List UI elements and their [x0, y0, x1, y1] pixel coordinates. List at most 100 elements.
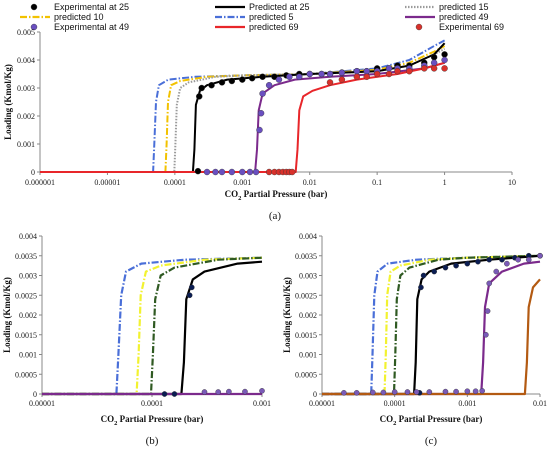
data-point	[363, 67, 370, 75]
y-tick-label: 0.001	[299, 351, 317, 360]
data-point	[286, 73, 293, 81]
x-axis-title: CO2 Partial Pressure (bar)	[225, 189, 328, 202]
legend-label: Predicted at 25	[249, 2, 310, 12]
data-point	[228, 77, 236, 85]
series-line	[322, 254, 541, 396]
data-point	[441, 65, 448, 72]
y-tick-label: 0.005	[17, 28, 35, 37]
series-line	[322, 254, 541, 396]
data-point	[252, 168, 260, 176]
data-point	[525, 256, 532, 263]
data-point	[391, 389, 398, 395]
series-line	[322, 278, 541, 396]
x-tick-label: 0.00001	[309, 399, 335, 408]
data-point	[404, 389, 411, 395]
data-point	[475, 258, 481, 265]
data-point	[259, 388, 265, 394]
series-line	[322, 254, 541, 396]
panel-label: (a)	[269, 210, 282, 222]
data-point	[484, 308, 491, 314]
data-point	[226, 388, 232, 395]
legend-marker	[415, 23, 423, 31]
panel-label: (b)	[146, 435, 159, 447]
data-point	[493, 268, 500, 275]
x-tick-label: 0.0001	[164, 178, 186, 187]
data-point	[239, 76, 246, 83]
chart-panel-b: 0 0.0005 0.001 0.0015 0.002 0.0025 0.003 0.0035…	[2, 232, 271, 447]
series-line	[322, 260, 541, 396]
data-point	[418, 284, 424, 291]
series-line	[42, 256, 263, 396]
data-point	[246, 168, 254, 176]
x-tick-label: 0.000001	[25, 178, 55, 187]
x-tick-label: 0.001	[253, 399, 271, 408]
y-tick-label: 0.001	[19, 351, 37, 360]
series-line	[322, 254, 541, 396]
data-point	[318, 70, 325, 78]
data-point	[353, 390, 360, 396]
y-tick-label: 0.0015	[295, 331, 317, 340]
data-point	[453, 262, 459, 269]
x-tick-label: 0.00001	[29, 399, 55, 408]
data-point	[430, 65, 438, 72]
series-line	[40, 42, 446, 173]
legend-label: predicted 10	[54, 12, 104, 22]
data-point	[265, 81, 273, 89]
legend-label: predicted 49	[439, 12, 489, 22]
data-point	[218, 168, 226, 176]
data-point	[296, 73, 303, 81]
y-axis-title: Loading (Kmol/Kg)	[282, 277, 292, 353]
y-tick-label: 0.003	[19, 272, 37, 281]
y-axis-title: Loading (Kmol/Kg)	[3, 64, 13, 140]
x-tick-label: 0.00001	[94, 178, 120, 187]
data-point	[483, 331, 489, 338]
legend-label: predicted 69	[249, 22, 299, 32]
data-point	[373, 70, 381, 78]
data-point	[161, 391, 168, 397]
data-point	[306, 70, 313, 78]
data-point	[406, 67, 413, 75]
series-line	[42, 256, 263, 396]
data-point	[259, 73, 266, 81]
y-tick-label: 0.004	[17, 56, 35, 65]
data-point	[198, 84, 205, 92]
y-tick-label: 0.0035	[15, 252, 37, 261]
data-point	[515, 256, 521, 263]
data-point	[472, 388, 479, 395]
y-tick-label: 0.0015	[15, 331, 37, 340]
data-point	[363, 73, 370, 81]
series-line	[40, 61, 445, 173]
data-point	[394, 67, 401, 75]
panel-label: (c)	[425, 435, 438, 447]
y-tick-label: 0	[31, 168, 35, 177]
data-point	[242, 388, 248, 395]
data-point	[504, 260, 510, 267]
x-tick-label: 1	[443, 178, 447, 187]
data-point	[464, 260, 471, 267]
y-tick-label: 0.0035	[295, 252, 317, 261]
data-point	[248, 74, 256, 82]
data-point	[326, 70, 334, 78]
x-tick-label: 0.1	[372, 178, 382, 187]
y-tick-label: 0.002	[17, 112, 35, 121]
y-tick-label: 0.002	[299, 311, 317, 320]
data-point	[380, 389, 387, 396]
data-point	[442, 388, 449, 395]
y-tick-label: 0.004	[19, 232, 37, 241]
data-point	[326, 79, 334, 86]
data-point	[537, 252, 543, 259]
data-point	[442, 264, 449, 271]
data-point	[196, 93, 203, 100]
data-point	[239, 168, 246, 176]
data-point	[188, 284, 195, 291]
data-point	[479, 388, 485, 394]
legend-label: Experimental 69	[439, 22, 504, 32]
series-line	[40, 45, 446, 173]
y-tick-label: 0.003	[17, 84, 35, 93]
data-point	[420, 272, 427, 279]
series-line	[40, 39, 446, 173]
y-axis-title: Loading (Kmol/Kg)	[2, 277, 12, 353]
data-point	[441, 51, 448, 58]
data-point	[194, 167, 202, 175]
